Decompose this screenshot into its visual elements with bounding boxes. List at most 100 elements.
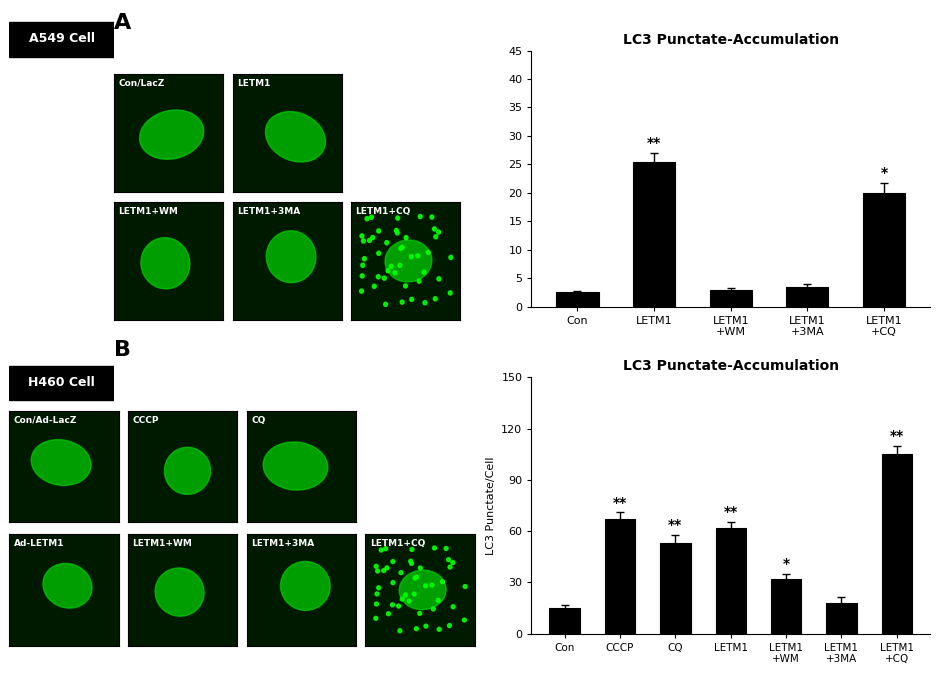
Ellipse shape (266, 112, 326, 162)
Ellipse shape (395, 228, 399, 233)
Ellipse shape (400, 571, 403, 575)
Ellipse shape (281, 561, 330, 611)
Title: LC3 Punctate-Accumulation: LC3 Punctate-Accumulation (623, 359, 839, 373)
Ellipse shape (386, 269, 390, 273)
Ellipse shape (422, 270, 426, 274)
Ellipse shape (381, 569, 385, 572)
Ellipse shape (164, 448, 211, 495)
Ellipse shape (398, 264, 401, 268)
Ellipse shape (398, 629, 401, 633)
Ellipse shape (393, 271, 397, 275)
Ellipse shape (463, 584, 467, 588)
Ellipse shape (444, 547, 448, 551)
Ellipse shape (383, 302, 387, 307)
Ellipse shape (419, 214, 422, 218)
Title: LC3 Punctate-Accumulation: LC3 Punctate-Accumulation (623, 32, 839, 47)
Text: LETM1: LETM1 (237, 79, 270, 88)
Ellipse shape (391, 603, 395, 607)
Ellipse shape (372, 284, 376, 288)
Bar (710, 290, 752, 307)
Ellipse shape (399, 247, 402, 251)
Ellipse shape (386, 612, 390, 616)
Text: LETM1+WM: LETM1+WM (119, 207, 178, 216)
Ellipse shape (409, 255, 413, 259)
Ellipse shape (385, 240, 432, 282)
Text: *: * (881, 166, 887, 180)
Text: LETM1+CQ: LETM1+CQ (370, 539, 425, 548)
Ellipse shape (410, 561, 414, 565)
Ellipse shape (385, 566, 389, 570)
Ellipse shape (400, 597, 404, 601)
Y-axis label: LC3 Punctate/Cell: LC3 Punctate/Cell (486, 456, 495, 555)
Ellipse shape (426, 250, 430, 254)
Ellipse shape (418, 279, 421, 283)
Text: H460 Cell: H460 Cell (28, 375, 95, 389)
Ellipse shape (434, 235, 437, 239)
Ellipse shape (423, 584, 427, 588)
Ellipse shape (415, 627, 419, 631)
Ellipse shape (363, 257, 366, 261)
Bar (882, 454, 912, 634)
Ellipse shape (430, 583, 434, 587)
FancyBboxPatch shape (9, 366, 114, 400)
Ellipse shape (419, 566, 422, 570)
Ellipse shape (416, 254, 419, 258)
Ellipse shape (374, 564, 378, 568)
Text: CCCP: CCCP (133, 416, 159, 425)
Ellipse shape (448, 565, 452, 569)
Text: A: A (114, 13, 131, 34)
Ellipse shape (404, 236, 408, 240)
Ellipse shape (367, 239, 371, 243)
Ellipse shape (374, 617, 378, 620)
Ellipse shape (155, 568, 204, 616)
Ellipse shape (437, 599, 440, 603)
Ellipse shape (360, 289, 363, 293)
Ellipse shape (361, 263, 364, 268)
Ellipse shape (377, 251, 381, 255)
Ellipse shape (412, 592, 416, 596)
Ellipse shape (369, 215, 373, 219)
Ellipse shape (397, 604, 400, 608)
Ellipse shape (377, 229, 381, 233)
Text: LETM1+WM: LETM1+WM (133, 539, 193, 548)
Ellipse shape (31, 439, 91, 485)
Ellipse shape (433, 546, 437, 550)
Ellipse shape (400, 245, 404, 249)
Ellipse shape (43, 563, 92, 608)
Bar (863, 193, 905, 307)
Ellipse shape (375, 592, 379, 596)
Text: CQ: CQ (251, 416, 266, 425)
Ellipse shape (462, 618, 466, 622)
Ellipse shape (448, 623, 452, 627)
Text: LETM1+3MA: LETM1+3MA (237, 207, 300, 216)
Text: A549 Cell: A549 Cell (28, 32, 95, 45)
Ellipse shape (400, 300, 404, 304)
Ellipse shape (418, 611, 421, 615)
Ellipse shape (361, 274, 364, 278)
Bar (556, 293, 599, 307)
Text: Con/Ad-LacZ: Con/Ad-LacZ (14, 416, 77, 425)
Ellipse shape (362, 239, 365, 243)
Ellipse shape (396, 231, 400, 235)
Ellipse shape (400, 570, 446, 610)
Text: LETM1+3MA: LETM1+3MA (251, 539, 314, 548)
Ellipse shape (448, 291, 452, 295)
Ellipse shape (396, 216, 400, 220)
Ellipse shape (377, 275, 381, 279)
Text: *: * (783, 557, 790, 572)
Ellipse shape (433, 227, 437, 231)
Ellipse shape (409, 559, 413, 563)
Bar (661, 543, 691, 634)
Ellipse shape (140, 238, 190, 289)
Ellipse shape (449, 255, 453, 259)
Ellipse shape (403, 284, 407, 288)
Ellipse shape (375, 602, 379, 606)
Ellipse shape (451, 561, 455, 565)
Ellipse shape (403, 593, 407, 597)
Ellipse shape (413, 576, 417, 580)
Ellipse shape (415, 575, 419, 579)
Ellipse shape (437, 277, 440, 281)
Ellipse shape (140, 110, 204, 159)
Ellipse shape (434, 297, 437, 301)
Text: **: ** (613, 496, 627, 510)
